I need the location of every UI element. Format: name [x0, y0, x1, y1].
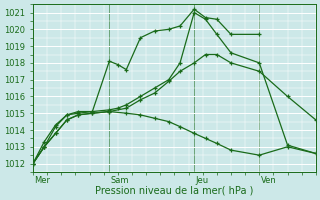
- Text: Mer: Mer: [34, 176, 50, 185]
- X-axis label: Pression niveau de la mer( hPa ): Pression niveau de la mer( hPa ): [95, 186, 253, 196]
- Text: Ven: Ven: [261, 176, 276, 185]
- Text: Sam: Sam: [111, 176, 129, 185]
- Text: Jeu: Jeu: [196, 176, 209, 185]
